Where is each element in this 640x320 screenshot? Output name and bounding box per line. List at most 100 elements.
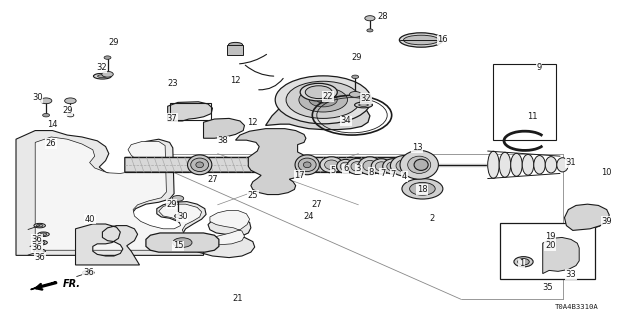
Text: 31: 31 (566, 158, 576, 167)
Text: 12: 12 (230, 76, 241, 85)
Text: 12: 12 (248, 118, 258, 127)
Ellipse shape (584, 213, 604, 227)
Ellipse shape (298, 158, 316, 172)
Ellipse shape (375, 162, 388, 171)
Polygon shape (31, 282, 56, 290)
Bar (500, 223, 595, 279)
Circle shape (40, 98, 52, 104)
Circle shape (67, 114, 74, 117)
Ellipse shape (396, 160, 413, 172)
Circle shape (175, 214, 181, 218)
Ellipse shape (499, 152, 511, 177)
Text: 11: 11 (527, 112, 538, 121)
Text: 36: 36 (83, 268, 93, 277)
Ellipse shape (300, 83, 337, 101)
Ellipse shape (324, 160, 339, 170)
Text: FR.: FR. (63, 279, 81, 289)
Polygon shape (125, 157, 410, 172)
Circle shape (275, 76, 371, 124)
Text: 3: 3 (356, 164, 361, 173)
Text: 13: 13 (412, 143, 422, 152)
Ellipse shape (414, 159, 428, 170)
Polygon shape (236, 129, 306, 195)
Circle shape (43, 114, 49, 117)
Text: 27: 27 (207, 175, 218, 184)
Ellipse shape (36, 250, 43, 252)
Text: T0A4B3310A: T0A4B3310A (555, 304, 598, 310)
Ellipse shape (588, 216, 600, 225)
Ellipse shape (36, 224, 43, 227)
Circle shape (299, 88, 348, 112)
Ellipse shape (295, 155, 319, 175)
Polygon shape (564, 204, 609, 230)
Polygon shape (266, 100, 370, 130)
Ellipse shape (363, 160, 377, 171)
Ellipse shape (514, 257, 533, 267)
Text: 2: 2 (429, 214, 435, 223)
Ellipse shape (402, 157, 418, 172)
Polygon shape (204, 118, 244, 138)
Text: 32: 32 (96, 63, 106, 72)
Ellipse shape (93, 73, 111, 79)
Ellipse shape (408, 156, 431, 173)
Text: 9: 9 (536, 63, 541, 72)
Ellipse shape (34, 249, 45, 253)
Text: 15: 15 (173, 241, 183, 250)
Ellipse shape (358, 103, 369, 106)
Ellipse shape (83, 270, 94, 275)
Circle shape (410, 182, 435, 195)
Circle shape (365, 16, 375, 21)
Text: 21: 21 (233, 294, 243, 303)
Text: 29: 29 (109, 38, 119, 47)
Ellipse shape (85, 271, 92, 274)
Text: 36: 36 (35, 253, 45, 262)
Text: 32: 32 (361, 94, 371, 103)
Ellipse shape (387, 162, 399, 171)
Text: 7: 7 (380, 169, 385, 178)
Ellipse shape (191, 158, 209, 172)
Ellipse shape (347, 158, 367, 174)
Ellipse shape (358, 157, 381, 175)
Text: 20: 20 (545, 241, 556, 250)
Text: 29: 29 (62, 106, 72, 115)
Ellipse shape (511, 153, 522, 176)
Ellipse shape (38, 241, 45, 244)
Ellipse shape (36, 240, 47, 245)
Circle shape (352, 75, 358, 78)
Ellipse shape (305, 86, 332, 99)
Text: 28: 28 (378, 12, 388, 21)
Bar (227, 45, 243, 55)
Circle shape (402, 179, 443, 199)
Text: 27: 27 (312, 200, 322, 209)
Circle shape (172, 196, 184, 201)
Text: 36: 36 (32, 235, 42, 244)
Circle shape (173, 238, 192, 247)
Polygon shape (76, 224, 140, 265)
Ellipse shape (303, 162, 311, 168)
Polygon shape (543, 237, 579, 274)
Ellipse shape (228, 43, 243, 47)
Circle shape (104, 56, 111, 59)
Text: 16: 16 (438, 36, 448, 44)
Circle shape (367, 29, 373, 32)
Ellipse shape (383, 159, 403, 174)
Ellipse shape (320, 157, 343, 173)
Bar (170, 103, 211, 120)
Text: 5: 5 (330, 166, 335, 175)
Text: 6: 6 (343, 164, 348, 173)
Polygon shape (146, 233, 219, 252)
Text: 25: 25 (248, 191, 258, 200)
Circle shape (317, 97, 330, 103)
Circle shape (309, 93, 337, 107)
Text: 23: 23 (168, 79, 178, 88)
Circle shape (102, 71, 113, 77)
Text: 37: 37 (166, 114, 177, 123)
Polygon shape (35, 137, 250, 250)
Ellipse shape (371, 159, 392, 174)
Text: 8: 8 (369, 168, 374, 177)
Text: 10: 10 (602, 168, 612, 177)
Ellipse shape (38, 232, 49, 236)
Circle shape (286, 81, 360, 118)
Text: 17: 17 (294, 171, 305, 180)
Text: 36: 36 (32, 244, 42, 252)
